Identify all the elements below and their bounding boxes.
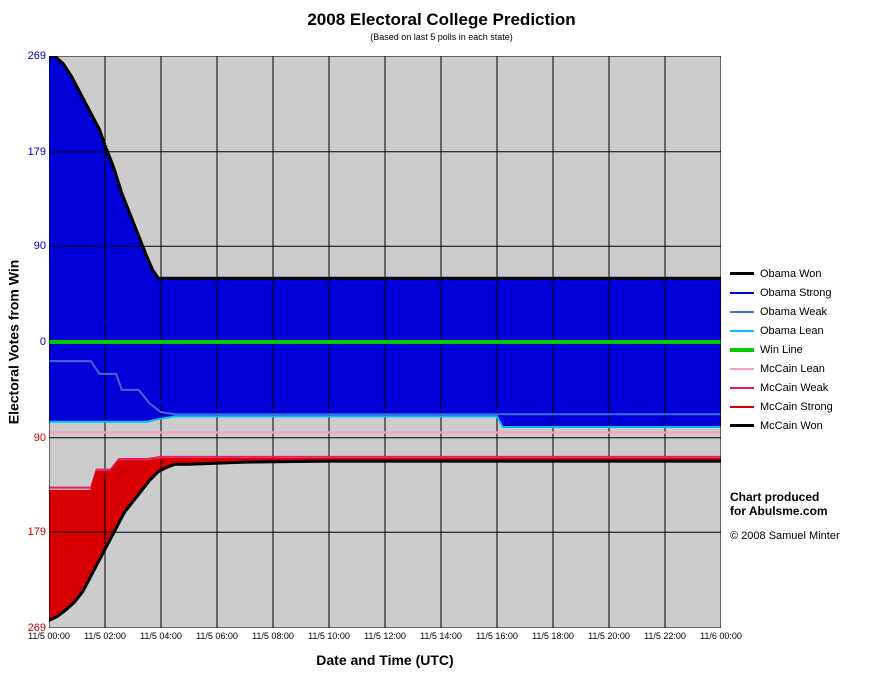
legend-label: Obama Strong	[760, 287, 832, 299]
legend-item-obama_weak: Obama Weak	[730, 303, 833, 320]
x-tick-label: 11/5 16:00	[476, 631, 518, 641]
legend-swatch	[730, 292, 754, 294]
x-tick-label: 11/5 14:00	[420, 631, 462, 641]
x-tick-label: 11/5 00:00	[28, 631, 70, 641]
legend-label: McCain Weak	[760, 382, 828, 394]
chart-title: 2008 Electoral College Prediction	[0, 10, 883, 30]
legend-swatch	[730, 348, 754, 352]
x-tick-label: 11/5 12:00	[364, 631, 406, 641]
legend-swatch	[730, 272, 754, 275]
legend-label: Obama Weak	[760, 306, 827, 318]
x-tick-label: 11/5 04:00	[140, 631, 182, 641]
x-axis-label: Date and Time (UTC)	[49, 652, 721, 668]
chart-legend: Obama Won Obama Strong Obama Weak Obama Lea…	[730, 265, 833, 436]
legend-swatch	[730, 330, 754, 332]
legend-item-mccain_lean: McCain Lean	[730, 360, 833, 377]
legend-item-mccain_weak: McCain Weak	[730, 379, 833, 396]
chart-plot-area	[49, 56, 721, 628]
y-tick-label: 179	[16, 146, 46, 158]
legend-swatch	[730, 368, 754, 370]
legend-swatch	[730, 311, 754, 313]
chart-subtitle: (Based on last 5 polls in each state)	[0, 32, 883, 42]
x-tick-label: 11/6 00:00	[700, 631, 742, 641]
x-tick-label: 11/5 06:00	[196, 631, 238, 641]
legend-label: Obama Won	[760, 268, 822, 280]
legend-item-obama_won: Obama Won	[730, 265, 833, 282]
legend-item-mccain_won: McCain Won	[730, 417, 833, 434]
legend-item-obama_strong: Obama Strong	[730, 284, 833, 301]
legend-label: McCain Lean	[760, 363, 825, 375]
x-tick-label: 11/5 10:00	[308, 631, 350, 641]
legend-label: Win Line	[760, 344, 803, 356]
chart-svg	[49, 56, 721, 628]
chart-copyright: © 2008 Samuel Minter	[730, 530, 840, 542]
legend-item-mccain_strong: McCain Strong	[730, 398, 833, 415]
legend-swatch	[730, 424, 754, 427]
legend-label: Obama Lean	[760, 325, 824, 337]
legend-item-win_line: Win Line	[730, 341, 833, 358]
x-tick-label: 11/5 22:00	[644, 631, 686, 641]
chart-credit: Chart produced for Abulsme.com	[730, 490, 828, 518]
legend-swatch	[730, 406, 754, 408]
x-tick-label: 11/5 18:00	[532, 631, 574, 641]
y-tick-label: 90	[16, 432, 46, 444]
y-tick-label: 0	[16, 336, 46, 348]
y-tick-label: 90	[16, 240, 46, 252]
legend-label: McCain Won	[760, 420, 823, 432]
legend-swatch	[730, 387, 754, 389]
x-tick-label: 11/5 08:00	[252, 631, 294, 641]
legend-item-obama_lean: Obama Lean	[730, 322, 833, 339]
y-tick-label: 179	[16, 526, 46, 538]
legend-label: McCain Strong	[760, 401, 833, 413]
x-tick-label: 11/5 02:00	[84, 631, 126, 641]
y-tick-label: 269	[16, 50, 46, 62]
x-tick-label: 11/5 20:00	[588, 631, 630, 641]
